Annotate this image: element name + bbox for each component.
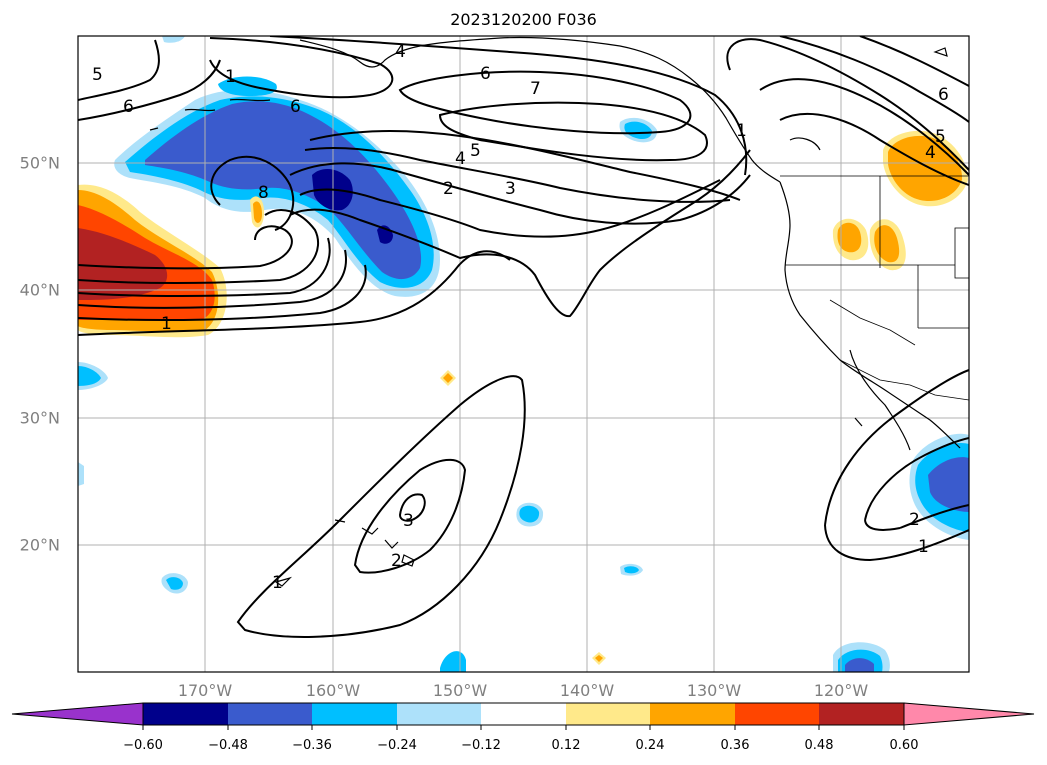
- contour-label: 1: [918, 537, 929, 557]
- contour-label: 2: [909, 510, 920, 530]
- colorbar-tick-label: −0.60: [123, 738, 163, 753]
- colorbar-segment: [735, 703, 819, 725]
- lon-tick-label: 120°W: [813, 681, 869, 700]
- colorbar-segment: [481, 703, 566, 725]
- contour-label: 3: [505, 179, 516, 199]
- colorbar-border: [142, 702, 905, 726]
- contour-label: 1: [736, 121, 747, 141]
- colorbar-tick-label: −0.48: [208, 738, 248, 753]
- colorbar: [11, 702, 1035, 730]
- lon-tick-label: 160°W: [305, 681, 361, 700]
- contour-label: 4: [925, 143, 936, 163]
- contour-label: 6: [938, 85, 949, 105]
- contour-label: 1: [272, 573, 283, 593]
- contour-label: 1: [161, 314, 172, 334]
- contour-label: 8: [258, 183, 269, 203]
- colorbar-tick-label: 0.60: [889, 738, 919, 753]
- map-title: 2023120200 F036: [450, 10, 597, 29]
- contour-label: 4: [395, 42, 406, 62]
- colorbar-tick-label: −0.12: [461, 738, 501, 753]
- lat-tick-label: 20°N: [19, 535, 60, 555]
- contour-label: 3: [403, 511, 414, 531]
- lon-tick-label: 130°W: [686, 681, 742, 700]
- contour-label: 2: [391, 551, 402, 571]
- contour-label: 6: [480, 64, 491, 84]
- contour-label: 4: [455, 149, 466, 169]
- contour-label: 5: [470, 141, 481, 161]
- state-borders: [780, 175, 969, 401]
- plot-border: [77, 35, 970, 673]
- lon-tick-label: 140°W: [559, 681, 615, 700]
- contour-labels: 4 6 7 5 6 1 6 8 4 5 2 3 1 6 5 4 1 3 2 2 …: [92, 42, 949, 593]
- anomaly-fill-positive-small: [250, 196, 606, 665]
- colorbar-tick-label: 0.24: [635, 738, 665, 753]
- anomaly-fill-negative-south: [78, 117, 969, 672]
- colorbar-tick-label: 0.12: [551, 738, 581, 753]
- anomaly-fill-positive-northeast: [832, 130, 968, 271]
- colorbar-segment: [819, 703, 904, 725]
- lat-tick-label: 30°N: [19, 408, 60, 428]
- height-contours: [78, 36, 969, 638]
- colorbar-over-arrow: [903, 702, 1035, 726]
- contour-label: 2: [443, 179, 454, 199]
- colorbar-tick-label: −0.36: [292, 738, 332, 753]
- colorbar-under-arrow: [11, 702, 144, 726]
- contour-label: 5: [92, 65, 103, 85]
- anomaly-fill-positive-west: [78, 184, 227, 338]
- anomaly-fill-negative-north-pacific: [114, 36, 440, 297]
- contour-label: 6: [290, 97, 301, 117]
- lon-tick-label: 150°W: [432, 681, 488, 700]
- colorbar-segment: [650, 703, 735, 725]
- colorbar-segment: [143, 703, 228, 725]
- lon-tick-label: 170°W: [177, 681, 233, 700]
- contour-label: 6: [123, 97, 134, 117]
- contour-label: 1: [225, 67, 236, 87]
- colorbar-segment: [312, 703, 397, 725]
- colorbar-tick-label: 0.36: [720, 738, 750, 753]
- lat-tick-label: 50°N: [19, 153, 60, 173]
- lat-tick-label: 40°N: [19, 280, 60, 300]
- colorbar-tick-label: −0.24: [377, 738, 417, 753]
- colorbar-segment: [397, 703, 481, 725]
- contour-label: 7: [530, 79, 541, 99]
- coastline: [149, 36, 961, 587]
- colorbar-tick-label: 0.48: [804, 738, 834, 753]
- colorbar-segment: [228, 703, 312, 725]
- colorbar-segment: [566, 703, 650, 725]
- contour-label: 5: [935, 127, 946, 147]
